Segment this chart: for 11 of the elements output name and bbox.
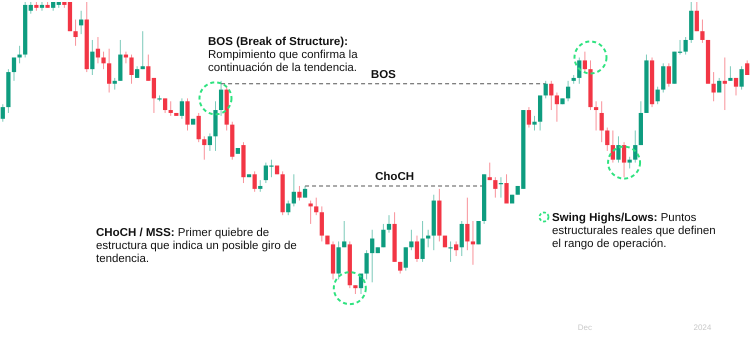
candlestick [476, 220, 481, 245]
point [332, 271, 367, 306]
text: CHoCH / MSS: Primer quiebre de estructura que indica un posible giro de tendencia. [96, 227, 297, 265]
point [198, 81, 232, 116]
text: Swing Highs/Lows: Puntos estructurales reales que definen el rango de operación. [552, 212, 716, 250]
text: BOS (Break of Structure): Rompimiento que confirma la continuación de la tendencia. [208, 36, 358, 74]
ref-line-label: ChoCH [375, 170, 414, 183]
point [573, 40, 608, 74]
ref-line-label: BOS [370, 68, 396, 81]
point [607, 146, 642, 180]
candlestick [442, 235, 448, 248]
